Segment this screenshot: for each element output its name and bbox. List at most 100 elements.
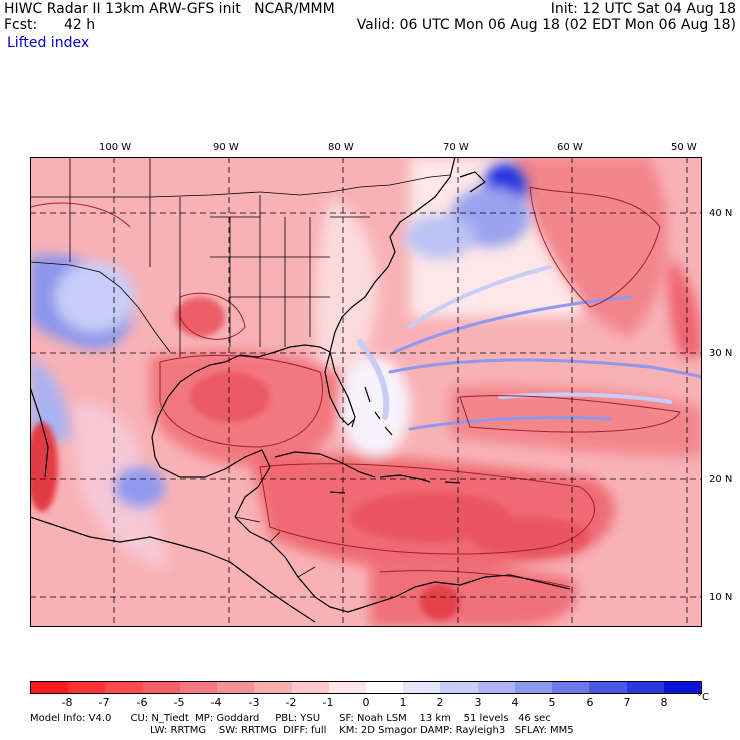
lat-label-30n: 30 N: [709, 348, 733, 359]
coastline-central-america: [234, 516, 349, 613]
colorbar-swatch: [589, 682, 627, 693]
field-pacific-red: [30, 422, 58, 512]
li-contour-5: [379, 570, 571, 588]
coastline-bahamas: [364, 386, 393, 436]
political-borders: [30, 157, 451, 578]
field-texas-blue: [55, 262, 135, 332]
colorbar: [30, 681, 702, 694]
coastline-gulf: [151, 344, 331, 468]
field-blue-streak-1: [393, 295, 632, 354]
colorbar-label: -2: [285, 696, 297, 709]
coastlines: [30, 157, 571, 623]
colorbar-label: -6: [136, 696, 148, 709]
colorbar-label: 1: [399, 696, 407, 709]
colorbar-swatch: [142, 682, 180, 693]
field-blue-streak-3: [408, 265, 552, 329]
coastline-yucatan: [159, 449, 271, 518]
colorbar-label: 8: [660, 696, 668, 709]
footer-model-info: Model Info: V4.0 CU: N_Tiedt MP: Goddard…: [30, 713, 551, 724]
colorbar-swatch: [68, 682, 106, 693]
header-title: HIWC Radar II 13km ARW-GFS init NCAR/MMM: [4, 1, 335, 17]
lon-label-70w: 70 W: [443, 142, 469, 153]
field-caribbean-red-1: [350, 492, 510, 542]
coastline-nova-scotia: [459, 171, 486, 193]
colorbar-swatch: [328, 682, 366, 693]
colorbar-swatch: [663, 682, 701, 693]
field-bahamas-neutral: [340, 357, 410, 457]
coastline-baja: [30, 386, 49, 478]
li-contour-3: [529, 186, 661, 308]
colorbar-swatch: [31, 682, 69, 693]
coastline-cuba: [274, 451, 376, 478]
header-forecast-hour: 42 h: [64, 17, 96, 33]
colorbar-unit: °C: [697, 692, 709, 703]
field-tropical-atlantic-red: [450, 385, 702, 457]
colorbar-label: 0: [362, 696, 370, 709]
field-mississippi-red: [175, 297, 225, 337]
lat-label-40n: 40 N: [709, 208, 733, 219]
border-us-canada: [30, 174, 451, 198]
coastline-hispaniola: [379, 474, 431, 483]
field-central-mexico-blue: [115, 467, 165, 507]
field-gulf-red-1: [190, 372, 270, 422]
colorbar-swatch: [217, 682, 255, 693]
li-contour-4: [459, 395, 681, 433]
field-blue-streak-4: [408, 415, 612, 431]
li-contours: [30, 186, 681, 588]
coastline-florida: [324, 351, 356, 426]
field-offshore-blue: [405, 215, 475, 259]
li-contour-7: [30, 202, 131, 228]
colorbar-swatch: [514, 682, 553, 693]
li-contour-1: [159, 354, 323, 448]
li-contour-2: [259, 463, 595, 555]
footer-physics-info: LW: RRTMG SW: RRTMG DIFF: full KM: 2D Sm…: [150, 725, 574, 736]
colorbar-swatch: [477, 682, 515, 693]
lon-label-60w: 60 W: [557, 142, 583, 153]
coastline-puerto-rico: [444, 481, 461, 484]
colorbar-swatch: [626, 682, 664, 693]
colorbar-swatch: [440, 682, 478, 693]
field-mid-atlantic-red: [668, 257, 702, 357]
field-blue-streak-2: [388, 358, 702, 379]
colorbar-label: -7: [98, 696, 110, 709]
coastline-jamaica: [329, 491, 346, 494]
border-us-mexico: [30, 261, 171, 353]
colorbar-swatch: [105, 682, 143, 693]
field-caribbean-red-2: [470, 517, 590, 557]
colorbar-swatch: [552, 682, 590, 693]
field-central-atlantic-red-band: [510, 157, 668, 337]
border-central-america: [234, 516, 316, 578]
field-sierra-madre-blue: [30, 357, 70, 442]
lon-label-100w: 100 W: [99, 142, 132, 153]
colorbar-label: -5: [173, 696, 185, 709]
coastline-us-atlantic: [329, 157, 456, 428]
lifted-index-map: [30, 157, 702, 627]
colorbar-label: 7: [623, 696, 631, 709]
colorbar-label: 3: [474, 696, 482, 709]
field-name: Lifted index: [7, 35, 90, 51]
coastline-south-america: [347, 574, 571, 613]
colorbar-label: 2: [436, 696, 444, 709]
colorbar-label: -1: [322, 696, 334, 709]
map-frame: [30, 157, 702, 627]
field-colombia-red: [420, 584, 460, 620]
colorbar-label: 6: [586, 696, 594, 709]
lon-label-80w: 80 W: [328, 142, 354, 153]
colorbar-label: -3: [248, 696, 260, 709]
colorbar-label: -8: [61, 696, 73, 709]
lat-label-20n: 20 N: [709, 474, 733, 485]
colorbar-swatch: [254, 682, 292, 693]
colorbar-label: 5: [548, 696, 556, 709]
field-blue-streak-6: [357, 339, 390, 420]
field-south-america-warm: [370, 565, 578, 627]
lat-lon-grid: [30, 157, 702, 627]
header-forecast-label: Fcst:: [4, 17, 38, 33]
colorbar-label: 4: [511, 696, 519, 709]
lon-label-50w: 50 W: [671, 142, 697, 153]
colorbar-swatch: [179, 682, 218, 693]
colorbar-swatch: [403, 682, 441, 693]
colorbar-swatch: [365, 682, 404, 693]
header-init-time: Init: 12 UTC Sat 04 Aug 18: [550, 1, 736, 17]
header-valid-time: Valid: 06 UTC Mon 06 Aug 18 (02 EDT Mon …: [356, 17, 736, 33]
coastline-mexico-pacific: [30, 516, 316, 623]
